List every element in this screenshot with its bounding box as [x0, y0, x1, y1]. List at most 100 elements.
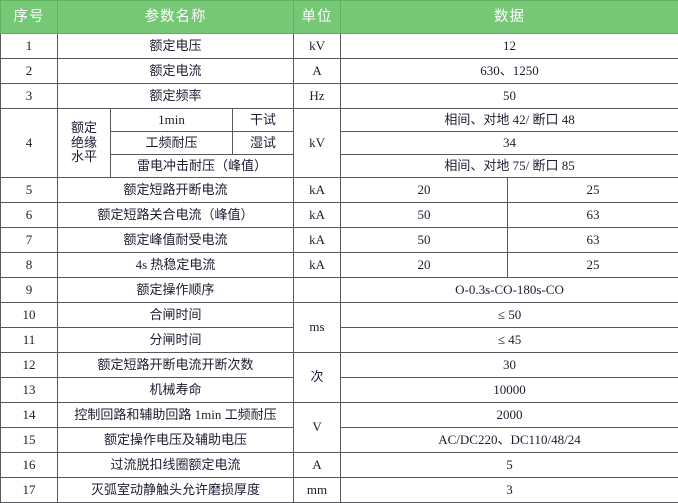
table-body: 1 额定电压 kV 12 2 额定电流 A 630、1250 3 额定频率 Hz…: [1, 34, 678, 503]
table-row: 8 4s 热稳定电流 kA 20 25: [1, 253, 678, 278]
table-row: 17 灭弧室动静触头允许磨损厚度 mm 3: [1, 478, 678, 503]
table-row: 9 额定操作顺序 O-0.3s-CO-180s-CO: [1, 278, 678, 303]
row-data: 2000: [341, 403, 678, 428]
row-number: 10: [1, 303, 58, 328]
row-parameter: 额定电压: [58, 34, 294, 59]
row-unit: [294, 278, 341, 303]
insulation-group-line-1: 额定: [60, 121, 108, 136]
row-data: 3: [341, 478, 678, 503]
row-unit: Hz: [294, 84, 341, 109]
row-data: AC/DC220、DC110/48/24: [341, 428, 678, 453]
row-unit: A: [294, 59, 341, 84]
row-number: 6: [1, 203, 58, 228]
table-row: 12 额定短路开断电流开断次数 次 30: [1, 353, 678, 378]
row-data: ≤ 45: [341, 328, 678, 353]
insulation-group-label: 额定 绝缘 水平: [58, 109, 111, 178]
row-data: 相间、对地 42/ 断口 48: [341, 109, 678, 132]
row-data: 34: [341, 132, 678, 155]
row-data-1: 20: [341, 178, 508, 203]
row-data-1: 50: [341, 203, 508, 228]
row-data: 5: [341, 453, 678, 478]
row-unit: 次: [294, 353, 341, 403]
row-parameter: 4s 热稳定电流: [58, 253, 294, 278]
row-number: 17: [1, 478, 58, 503]
insulation-test-dry: 干试: [233, 109, 294, 132]
row-number: 4: [1, 109, 58, 178]
row-number: 14: [1, 403, 58, 428]
row-number: 9: [1, 278, 58, 303]
table-row: 10 合闸时间 ms ≤ 50: [1, 303, 678, 328]
row-unit: V: [294, 403, 341, 453]
row-parameter: 额定操作顺序: [58, 278, 294, 303]
row-unit: kA: [294, 203, 341, 228]
row-data: ≤ 50: [341, 303, 678, 328]
row-data-1: 50: [341, 228, 508, 253]
row-unit: kV: [294, 34, 341, 59]
row-data: 12: [341, 34, 678, 59]
row-data-2: 63: [508, 228, 678, 253]
row-parameter: 额定电流: [58, 59, 294, 84]
row-data: O-0.3s-CO-180s-CO: [341, 278, 678, 303]
row-parameter: 合闸时间: [58, 303, 294, 328]
row-number: 7: [1, 228, 58, 253]
table-row: 7 额定峰值耐受电流 kA 50 63: [1, 228, 678, 253]
row-data-2: 25: [508, 253, 678, 278]
row-unit: ms: [294, 303, 341, 353]
row-unit: kA: [294, 228, 341, 253]
row-number: 15: [1, 428, 58, 453]
insulation-test-wet: 湿试: [233, 132, 294, 155]
row-parameter: 控制回路和辅助回路 1min 工频耐压: [58, 403, 294, 428]
row-parameter: 分闸时间: [58, 328, 294, 353]
row-number: 1: [1, 34, 58, 59]
table-row: 4 额定 绝缘 水平 1min 干试 kV 相间、对地 42/ 断口 48: [1, 109, 678, 132]
header-parameter-name: 参数名称: [58, 1, 294, 34]
row-parameter: 机械寿命: [58, 378, 294, 403]
row-data-2: 63: [508, 203, 678, 228]
row-data: 50: [341, 84, 678, 109]
row-data-2: 25: [508, 178, 678, 203]
row-unit: kA: [294, 178, 341, 203]
table-row: 1 额定电压 kV 12: [1, 34, 678, 59]
row-parameter: 额定操作电压及辅助电压: [58, 428, 294, 453]
row-data: 相间、对地 75/ 断口 85: [341, 155, 678, 178]
table-row: 2 额定电流 A 630、1250: [1, 59, 678, 84]
row-unit: kV: [294, 109, 341, 178]
table-row: 14 控制回路和辅助回路 1min 工频耐压 V 2000: [1, 403, 678, 428]
insulation-subrow-name: 工频耐压: [111, 132, 233, 155]
row-parameter: 额定短路关合电流（峰值）: [58, 203, 294, 228]
row-number: 8: [1, 253, 58, 278]
row-number: 2: [1, 59, 58, 84]
row-parameter: 额定频率: [58, 84, 294, 109]
row-parameter: 过流脱扣线圈额定电流: [58, 453, 294, 478]
header-data: 数据: [341, 1, 678, 34]
row-number: 16: [1, 453, 58, 478]
row-number: 5: [1, 178, 58, 203]
table-row: 16 过流脱扣线圈额定电流 A 5: [1, 453, 678, 478]
row-number: 11: [1, 328, 58, 353]
header-unit: 单位: [294, 1, 341, 34]
table-row: 3 额定频率 Hz 50: [1, 84, 678, 109]
header-no: 序号: [1, 1, 58, 34]
row-number: 3: [1, 84, 58, 109]
table-row: 5 额定短路开断电流 kA 20 25: [1, 178, 678, 203]
row-data: 630、1250: [341, 59, 678, 84]
row-parameter: 灭弧室动静触头允许磨损厚度: [58, 478, 294, 503]
row-unit: mm: [294, 478, 341, 503]
row-number: 12: [1, 353, 58, 378]
insulation-group-line-3: 水平: [60, 150, 108, 165]
row-data-1: 20: [341, 253, 508, 278]
insulation-group-line-2: 绝缘: [60, 136, 108, 151]
table-row: 6 额定短路关合电流（峰值） kA 50 63: [1, 203, 678, 228]
row-parameter: 额定短路开断电流: [58, 178, 294, 203]
row-unit: A: [294, 453, 341, 478]
row-parameter: 额定短路开断电流开断次数: [58, 353, 294, 378]
row-parameter: 额定峰值耐受电流: [58, 228, 294, 253]
insulation-subrow-name: 雷电冲击耐压（峰值）: [111, 155, 294, 178]
row-unit: kA: [294, 253, 341, 278]
row-data: 10000: [341, 378, 678, 403]
table-header-row: 序号 参数名称 单位 数据: [1, 1, 678, 34]
insulation-subrow-name: 1min: [111, 109, 233, 132]
row-number: 13: [1, 378, 58, 403]
row-data: 30: [341, 353, 678, 378]
